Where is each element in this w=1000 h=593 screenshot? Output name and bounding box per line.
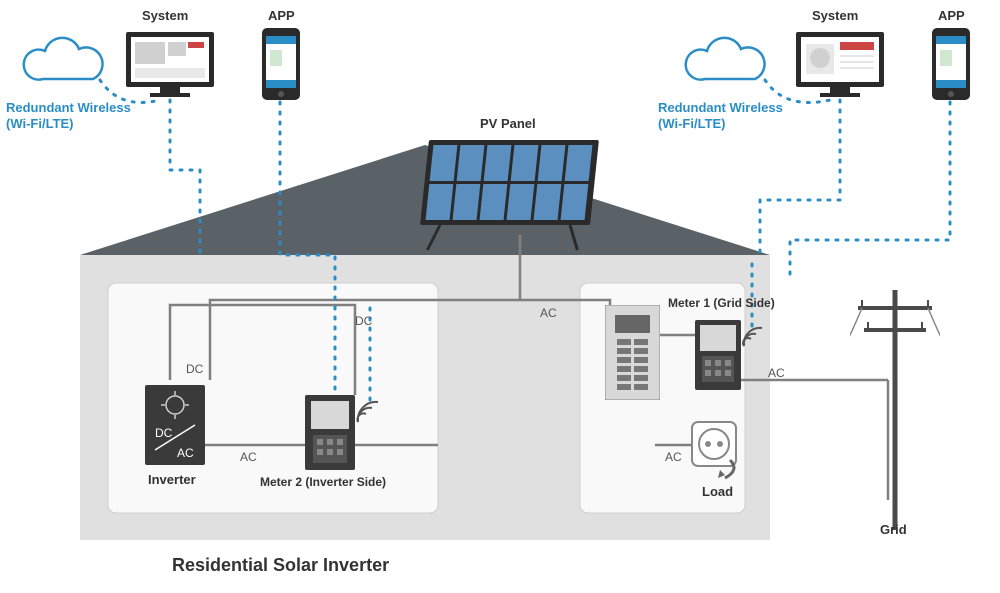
app-right-label: APP: [938, 8, 965, 23]
meter1-label: Meter 1 (Grid Side): [668, 296, 775, 310]
wireless-lines: [0, 0, 1000, 593]
ac-load-label: AC: [665, 450, 682, 464]
load-label: Load: [702, 484, 733, 499]
cloud-right-label: Redundant Wireless (Wi-Fi/LTE): [658, 100, 783, 131]
system-left-label: System: [142, 8, 188, 23]
grid-label: Grid: [880, 522, 907, 537]
app-left-label: APP: [268, 8, 295, 23]
ac-inv-label: AC: [240, 450, 257, 464]
cloud-left-label: Redundant Wireless (Wi-Fi/LTE): [6, 100, 131, 131]
dc1-label: DC: [355, 314, 372, 328]
diagram-title: Residential Solar Inverter: [172, 555, 389, 576]
ac-grid-label: AC: [768, 366, 785, 380]
meter2-label: Meter 2 (Inverter Side): [260, 475, 386, 489]
ac-left-label: AC: [540, 306, 557, 320]
dc2-label: DC: [186, 362, 203, 376]
pv-panel-label: PV Panel: [480, 116, 536, 131]
diagram-stage: DC AC: [0, 0, 1000, 593]
inverter-label: Inverter: [148, 472, 196, 487]
system-right-label: System: [812, 8, 858, 23]
